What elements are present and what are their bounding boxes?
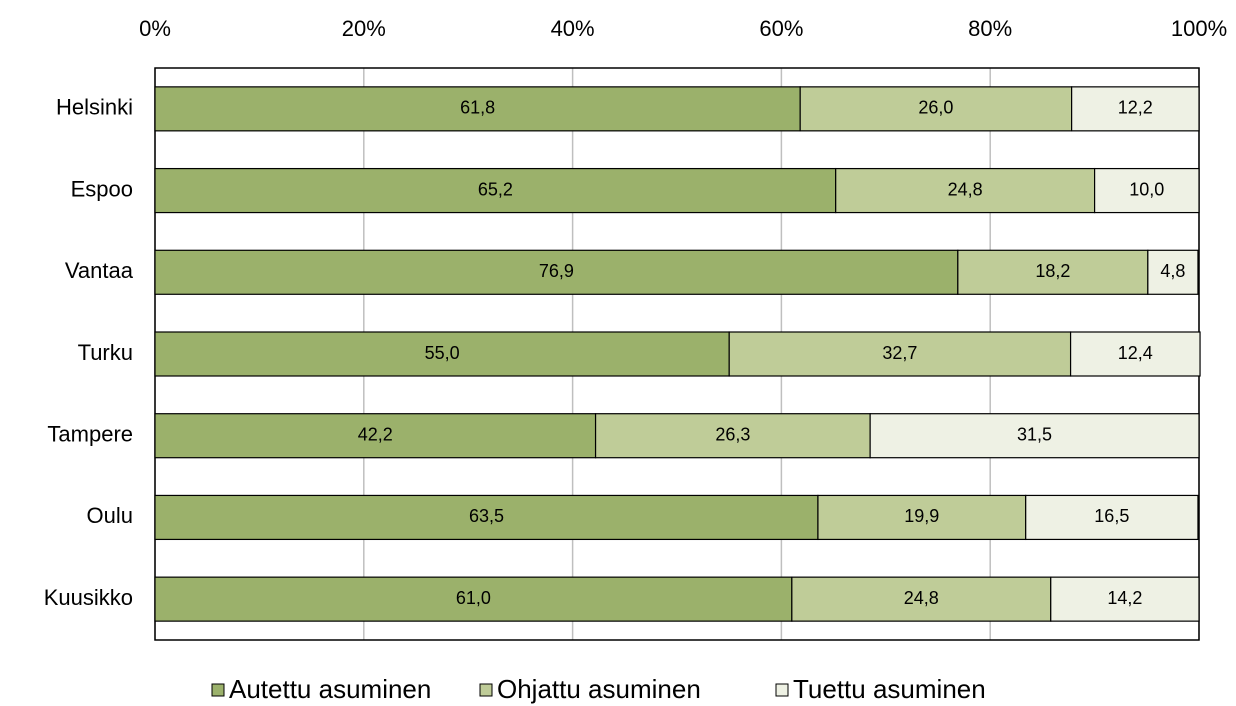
data-label: 26,0 (918, 98, 953, 118)
data-label: 19,9 (904, 506, 939, 526)
bar-segment (154, 167, 837, 214)
legend-swatch (775, 683, 789, 697)
bar-segment (1069, 331, 1201, 377)
data-label: 61,8 (460, 98, 495, 118)
x-tick-label: 60% (759, 16, 803, 41)
data-label: 12,4 (1118, 343, 1153, 363)
data-label: 24,8 (948, 179, 983, 199)
bar-segment (154, 331, 730, 377)
legend-label: Ohjattu asuminen (497, 674, 701, 704)
y-tick-label: Espoo (71, 176, 133, 201)
bar-segment (728, 331, 1072, 377)
data-label: 26,3 (715, 424, 750, 444)
y-tick-label: Helsinki (56, 95, 133, 120)
bar-segment (154, 86, 801, 132)
data-label: 63,5 (469, 506, 504, 526)
data-label: 14,2 (1107, 588, 1142, 608)
data-label: 76,9 (539, 261, 574, 281)
data-label: 42,2 (358, 424, 393, 444)
legend-label: Tuettu asuminen (793, 674, 986, 704)
bar-segment (817, 494, 1027, 541)
y-tick-label: Vantaa (65, 258, 134, 283)
y-tick-label: Oulu (87, 503, 133, 528)
data-label: 61,0 (456, 588, 491, 608)
bar-segment (1050, 576, 1200, 622)
bar-segment (835, 167, 1096, 214)
data-label: 65,2 (478, 179, 513, 199)
x-tick-label: 100% (1171, 16, 1227, 41)
data-label: 12,2 (1118, 98, 1153, 118)
data-label: 32,7 (882, 343, 917, 363)
legend-swatch (211, 683, 225, 697)
bar-segment (1147, 249, 1199, 295)
x-tick-label: 0% (139, 16, 171, 41)
bar-segment (154, 494, 819, 541)
data-label: 31,5 (1017, 424, 1052, 444)
bar-segment (1093, 167, 1200, 214)
data-label: 18,2 (1035, 261, 1070, 281)
legend-label: Autettu asuminen (229, 674, 431, 704)
legend-swatch (479, 683, 493, 697)
data-label: 55,0 (425, 343, 460, 363)
bar-segment (1071, 86, 1200, 132)
x-tick-label: 80% (968, 16, 1012, 41)
data-label: 10,0 (1129, 179, 1164, 199)
bar-segment (594, 413, 871, 459)
bar-segment (799, 86, 1073, 132)
data-label: 24,8 (904, 588, 939, 608)
bar-segment (154, 576, 793, 622)
y-tick-label: Kuusikko (44, 585, 133, 610)
data-label: 4,8 (1160, 261, 1185, 281)
bar-segment (1025, 494, 1199, 541)
bar-segment (154, 249, 959, 295)
x-tick-label: 40% (551, 16, 595, 41)
bar-segment (869, 413, 1200, 459)
y-tick-label: Turku (78, 340, 133, 365)
y-tick-label: Tampere (47, 422, 133, 447)
x-tick-label: 20% (342, 16, 386, 41)
bar-segment (957, 249, 1149, 295)
bar-segment (154, 413, 597, 459)
bar-segment (791, 576, 1052, 622)
data-label: 16,5 (1094, 506, 1129, 526)
